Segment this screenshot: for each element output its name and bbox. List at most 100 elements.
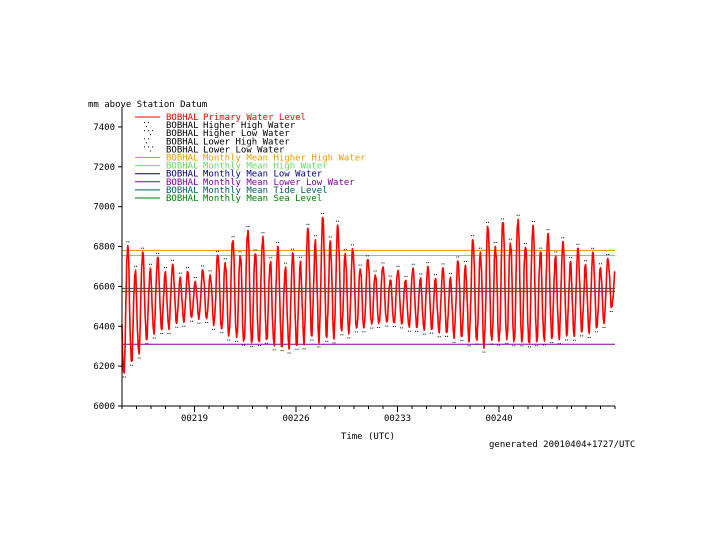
low-water-marker [587, 336, 589, 338]
high-water-marker [465, 260, 467, 262]
high-water-marker [345, 249, 347, 251]
low-water-marker [582, 335, 584, 337]
low-water-marker [415, 330, 417, 332]
high-water-marker [291, 248, 293, 250]
low-water-marker [340, 334, 342, 336]
low-water-marker [484, 351, 486, 353]
high-water-marker [502, 218, 504, 220]
high-water-marker [404, 275, 406, 277]
low-water-marker [417, 330, 419, 332]
low-water-marker [552, 342, 554, 344]
high-water-marker [178, 272, 180, 274]
high-water-marker [493, 242, 495, 244]
low-water-marker [355, 331, 357, 333]
low-water-marker [402, 327, 404, 329]
primary-water-level-line [121, 216, 616, 374]
legend: BOBHAL Primary Water Level BOBHAL Higher Hi… [135, 113, 366, 204]
high-water-marker [136, 265, 138, 267]
low-water-marker [497, 344, 499, 346]
legend-dot [152, 146, 153, 148]
low-water-marker [229, 339, 231, 341]
low-water-marker [527, 346, 529, 348]
high-water-marker [193, 276, 195, 278]
high-water-marker [208, 270, 210, 272]
low-water-marker [357, 331, 359, 333]
low-water-marker [529, 346, 531, 348]
low-water-marker [394, 326, 396, 328]
low-water-marker [139, 357, 141, 359]
y-tick-label: 6400 [93, 322, 115, 332]
high-water-marker [433, 274, 435, 276]
low-water-marker [332, 342, 334, 344]
low-water-marker [611, 310, 613, 312]
high-water-marker [195, 276, 197, 278]
legend-dot [144, 146, 145, 148]
high-water-marker [525, 243, 527, 245]
high-water-marker [523, 243, 525, 245]
legend-label: Monthly Mean Low Water [203, 170, 323, 180]
high-water-marker [576, 243, 578, 245]
low-water-marker [580, 335, 582, 337]
low-water-marker [310, 339, 312, 341]
low-water-marker [505, 343, 507, 345]
high-water-marker [561, 237, 563, 239]
low-water-marker [235, 340, 237, 342]
high-water-marker [306, 223, 308, 225]
high-water-marker [180, 272, 182, 274]
low-water-marker [205, 321, 207, 323]
legend-dot [144, 130, 145, 132]
high-water-marker [449, 272, 451, 274]
legend-dot [152, 130, 153, 132]
high-water-marker [186, 267, 188, 269]
low-water-marker [242, 344, 244, 346]
low-water-marker [252, 346, 254, 348]
high-water-marker [451, 272, 453, 274]
legend-station: BOBHAL [166, 178, 199, 188]
high-water-marker [126, 241, 128, 243]
legend-dot [144, 138, 145, 140]
low-water-marker [280, 350, 282, 352]
high-water-marker [225, 258, 227, 260]
low-water-marker [304, 348, 306, 350]
low-water-marker [567, 339, 569, 341]
low-water-marker [452, 341, 454, 343]
low-water-marker [379, 326, 381, 328]
high-water-marker [586, 260, 588, 262]
low-water-marker [559, 343, 561, 345]
low-water-marker [574, 339, 576, 341]
high-water-marker [156, 252, 158, 254]
high-water-marker [411, 263, 413, 265]
high-water-marker [554, 251, 556, 253]
high-water-marker [406, 275, 408, 277]
low-water-marker [431, 332, 433, 334]
low-water-marker [287, 352, 289, 354]
high-water-marker [606, 253, 608, 255]
low-water-marker [124, 376, 126, 378]
y-tick-label: 6200 [93, 362, 115, 372]
high-water-marker [308, 223, 310, 225]
legend-station: BOBHAL [166, 137, 199, 147]
low-water-marker [182, 325, 184, 327]
low-water-marker [207, 321, 209, 323]
high-water-marker [263, 232, 265, 234]
low-water-marker [237, 340, 239, 342]
legend-dot [148, 122, 149, 124]
low-water-marker [362, 331, 364, 333]
low-water-marker [212, 328, 214, 330]
low-water-marker [266, 342, 268, 344]
low-water-marker [447, 335, 449, 337]
high-water-marker [390, 275, 392, 277]
high-water-marker [419, 273, 421, 275]
high-water-marker [233, 236, 235, 238]
legend-dot [144, 122, 145, 124]
low-water-marker [295, 348, 297, 350]
high-water-marker [330, 236, 332, 238]
low-water-marker [437, 336, 439, 338]
low-water-marker [492, 343, 494, 345]
high-water-marker [323, 213, 325, 215]
high-water-marker [435, 274, 437, 276]
high-water-marker [443, 263, 445, 265]
high-water-marker [148, 263, 150, 265]
high-water-marker [367, 255, 369, 257]
low-water-marker [190, 320, 192, 322]
